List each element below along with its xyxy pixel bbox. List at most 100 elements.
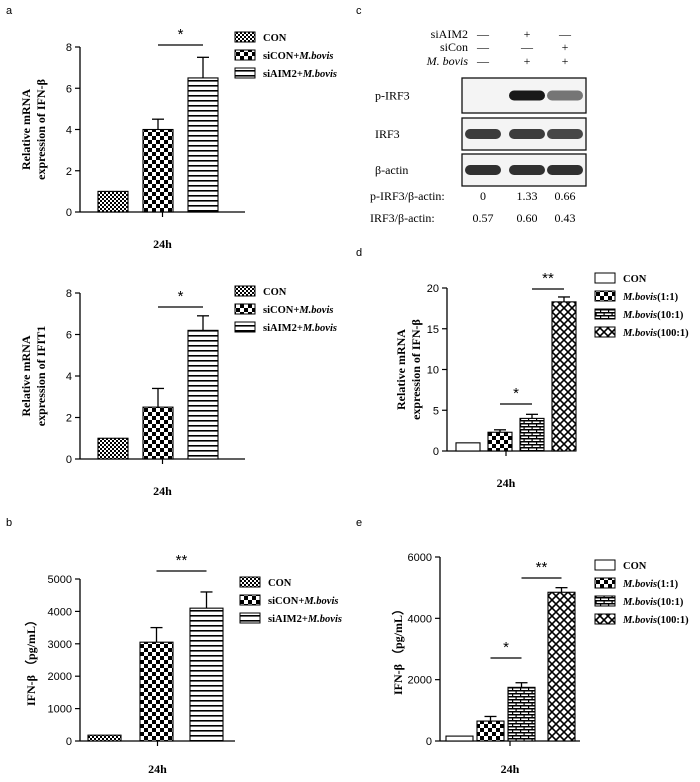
panel-letter-e: e — [356, 517, 362, 529]
legend-label-part: M.bovis — [302, 323, 337, 334]
condition-mark: — — [476, 27, 490, 41]
significance-mark: ** — [542, 270, 554, 287]
panel-letter-d: d — [356, 247, 362, 259]
legend-swatch — [234, 67, 256, 79]
legend-label-part: CON — [623, 274, 647, 285]
condition-label: siAIM2 — [431, 27, 468, 41]
bar-con — [97, 437, 129, 460]
protein-band — [509, 90, 545, 101]
legend-swatch — [239, 576, 261, 588]
protein-band — [465, 129, 501, 139]
ratio-label: IRF3/β-actin: — [370, 211, 435, 225]
bar-sicon-m-bovis — [139, 641, 174, 742]
legend-label-part: M.bovis — [622, 615, 657, 626]
y-tick-label: 5 — [433, 405, 439, 417]
bar-m-bovis-1-1- — [487, 431, 513, 452]
bar-m-bovis-10-1- — [519, 417, 545, 452]
bar-m-bovis-1-1- — [476, 720, 505, 742]
bar-m-bovis-100-1- — [551, 301, 577, 452]
blot-label: β-actin — [375, 163, 408, 177]
legend-label-part: M.bovis — [622, 310, 657, 321]
y-tick-label: 1000 — [48, 704, 72, 716]
legend-label-part: siCON+ — [268, 596, 304, 607]
legend-label-part: siAIM2+ — [263, 323, 303, 334]
condition-mark: + — [524, 54, 531, 68]
y-tick-label: 2 — [66, 413, 72, 425]
legend-label-part: siAIM2+ — [263, 69, 303, 80]
condition-mark: + — [524, 27, 531, 41]
panel-letter-a: a — [6, 5, 13, 17]
y-axis-label: Relative mRNA — [19, 335, 33, 416]
legend-label-part: M.bovis — [302, 69, 337, 80]
legend-label: siCON+M.bovis — [263, 51, 333, 62]
legend-swatch — [239, 594, 261, 606]
protein-band — [465, 165, 501, 175]
legend-label: siCON+M.bovis — [268, 596, 338, 607]
chart-d-ifnb-mrna-dose: 0 5 10 15 20 Relative mRNA expression of IFN-β… — [394, 270, 689, 490]
y-tick-label: 4000 — [408, 613, 432, 625]
legend-label: siCON+M.bovis — [263, 305, 333, 316]
legend-label: CON — [623, 561, 647, 572]
legend-swatch — [234, 285, 256, 297]
y-tick-label: 4 — [66, 371, 72, 383]
y-tick-label: 0 — [426, 736, 432, 748]
legend-label: M.bovis(100:1) — [622, 328, 689, 339]
legend-swatch — [594, 290, 616, 302]
legend-swatch — [594, 595, 616, 607]
legend-label-part: (100:1) — [657, 328, 689, 339]
y-axis-label: expression of IFIT1 — [34, 326, 48, 426]
legend-swatch — [594, 272, 616, 284]
condition-label: siCon — [440, 40, 468, 54]
x-axis-label: 24h — [153, 484, 172, 498]
legend-swatch — [594, 577, 616, 589]
legend-swatch — [234, 303, 256, 315]
y-axis-label: IFN-β （pg/mL） — [23, 614, 38, 706]
legend-label-part: (1:1) — [657, 579, 678, 590]
x-axis-label: 24h — [497, 476, 516, 490]
y-tick-label: 6 — [66, 330, 72, 342]
significance-mark: ** — [536, 559, 548, 576]
legend-label-part: CON — [263, 33, 287, 44]
bar-con — [455, 442, 481, 452]
y-tick-label: 2000 — [408, 675, 432, 687]
legend-swatch — [594, 326, 616, 338]
condition-label: M. bovis — [426, 54, 469, 68]
chart-b-ifnb-protein: 0 1000 2000 3000 4000 5000 IFN-β （pg/mL） 24h ** C… — [23, 552, 342, 776]
legend-swatch — [234, 321, 256, 333]
ratio-value: 0.43 — [555, 211, 576, 225]
legend-label-part: (1:1) — [657, 292, 678, 303]
blot-label: IRF3 — [375, 127, 400, 141]
condition-mark: + — [562, 54, 569, 68]
legend-label: M.bovis(100:1) — [622, 615, 689, 626]
protein-band — [547, 90, 583, 101]
significance-mark: * — [503, 639, 509, 656]
y-tick-label: 8 — [66, 42, 72, 54]
condition-mark: + — [562, 40, 569, 54]
legend-label: M.bovis(10:1) — [622, 597, 684, 608]
y-tick-label: 10 — [427, 365, 439, 377]
y-tick-label: 15 — [427, 324, 439, 336]
y-tick-label: 0 — [433, 446, 439, 458]
bar-con — [97, 190, 129, 213]
significance-mark: * — [178, 26, 184, 43]
legend-swatch — [239, 612, 261, 624]
protein-band — [547, 165, 583, 175]
bar-con — [87, 734, 122, 742]
bar-siaim2-m-bovis — [187, 329, 219, 460]
legend-label-part: CON — [268, 578, 292, 589]
y-tick-label: 8 — [66, 288, 72, 300]
y-axis-label: expression of IFN-β — [409, 319, 423, 420]
y-tick-label: 5000 — [48, 574, 72, 586]
y-tick-label: 6 — [66, 83, 72, 95]
significance-mark: ** — [176, 552, 188, 569]
condition-mark: — — [476, 54, 490, 68]
legend-label-part: M.bovis — [622, 328, 657, 339]
legend-label: siAIM2+M.bovis — [263, 323, 337, 334]
chart-a1-ifnb-mrna: 0 2 4 6 8 Relative mRNA expression of IFN-β 24h… — [19, 26, 337, 251]
y-tick-label: 6000 — [408, 552, 432, 564]
y-tick-label: 0 — [66, 454, 72, 466]
significance-mark: * — [178, 288, 184, 305]
legend-label-part: M.bovis — [622, 597, 657, 608]
